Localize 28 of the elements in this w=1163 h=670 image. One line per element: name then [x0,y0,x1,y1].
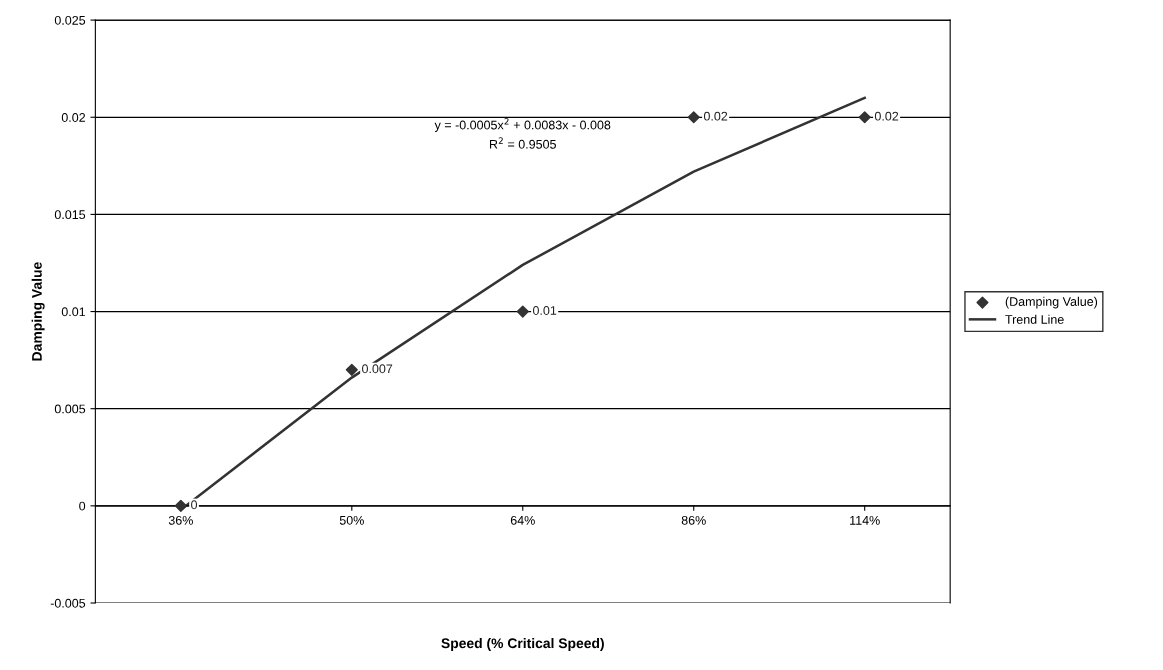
point [174,499,187,512]
x-tick-label: 64% [510,515,535,525]
x-tick-label: 50% [339,515,364,525]
y-tick-label: 0.02 [61,113,86,122]
data-label: 0.02 [874,111,899,121]
data-label: 0.01 [532,306,557,315]
y-tick-label: 0.005 [54,404,86,414]
data-label: 0.02 [703,111,728,121]
annotation: R$^{2}$ = 0.9505 [489,137,556,149]
y-tick-label: -0.005 [50,598,86,608]
point [345,363,358,376]
point [687,111,700,124]
point [858,111,871,124]
x-tick-label: 36% [168,515,193,525]
data-label: 0.007 [362,364,393,374]
y-tick-label: 0.015 [54,210,86,220]
y-tick-label: 0.025 [54,15,86,25]
y-tick-label: 0 [79,501,86,511]
annotation: y = -0.0005x$^{2}$ + 0.0083x - 0.008 [434,118,611,132]
data-label: 0 [191,500,198,510]
x-tick-label: 86% [681,515,706,525]
x-tick-label: 114% [850,515,880,525]
legend-label: Trend Line [1005,314,1064,324]
y-axis-title: Damping Value [31,262,45,361]
legend-label: (Damping Value) [1005,296,1098,309]
point [516,305,529,318]
y-tick-label: 0.01 [61,307,86,317]
x-axis-title: Speed (% Critical Speed) [441,637,604,651]
